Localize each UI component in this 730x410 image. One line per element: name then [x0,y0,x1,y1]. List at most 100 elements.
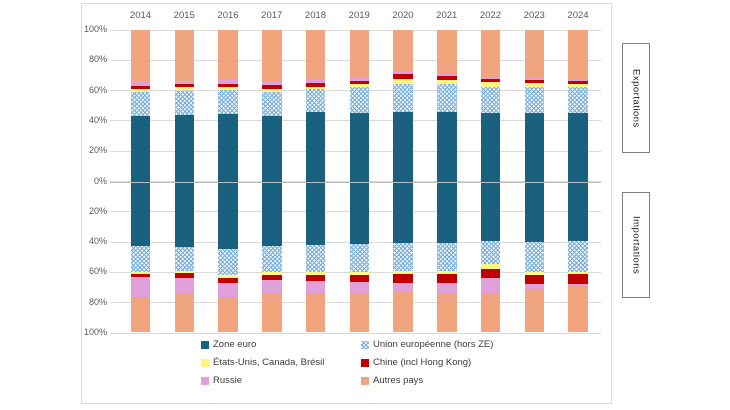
import-bar-segment-autres_pays [393,291,413,333]
import-bar-segment-ue_hors_ze [568,240,588,272]
import-bar-segment-zone_euro [262,182,282,246]
export-bar-segment-chine [393,74,413,80]
import-bar-segment-chine [437,273,457,283]
import-bar-segment-russie [524,283,544,289]
export-bar-segment-ue_hors_ze [568,87,588,114]
export-bar-segment-ue_hors_ze [130,92,151,116]
export-bar-segment-chine [480,79,501,83]
import-bar-segment-ue_hors_ze [393,242,413,271]
export-bar-segment-ue_hors_ze [349,86,369,113]
export-bar-segment-chine [174,84,194,88]
legend-label-zone_euro: Zone euro [213,339,257,350]
import-bar-segment-usa_canada_bresil [393,270,413,274]
import-bar-segment-autres_pays [349,292,369,333]
export-bar-segment-chine [524,79,544,83]
import-bar-segment-zone_euro [393,182,413,243]
import-bar-segment-usa_canada_bresil [130,271,151,274]
import-bar-segment-zone_euro [437,182,457,243]
import-bar-segment-russie [437,282,457,293]
export-bar-segment-autres_pays [218,29,238,80]
y-axis-tick-label: 80% [88,54,107,65]
x-axis-year-label: 2019 [348,10,370,21]
legend-swatch-autres_pays-icon [361,376,369,385]
import-bar-segment-chine [393,273,413,283]
legend-item-autres_pays: Autres pays [361,375,571,386]
legend-item-usa_canada_bresil: États-Unis, Canada, Brésil [201,357,361,368]
export-bar-segment-russie [568,79,588,81]
import-bar-segment-russie [480,278,501,293]
import-bar-segment-zone_euro [174,182,194,247]
chart-legend: Zone euro Union européenne (hors ZE) États… [201,339,571,386]
export-bar-segment-usa_canada_bresil [568,83,588,88]
import-bar-segment-chine [218,277,238,283]
legend-item-zone_euro: Zone euro [201,339,361,350]
export-bar-segment-zone_euro [437,111,457,182]
export-bar-segment-ue_hors_ze [218,89,238,115]
export-bar-segment-zone_euro [568,113,588,182]
export-bar-segment-russie [174,80,194,85]
export-bar-segment-ue_hors_ze [393,83,413,112]
y-axis-tick-label: 20% [88,205,107,216]
import-bar-segment-usa_canada_bresil [524,272,544,276]
import-bar-segment-zone_euro [568,182,588,241]
import-bar-segment-ue_hors_ze [305,245,326,273]
export-bar-segment-russie [480,77,501,80]
export-bar-segment-zone_euro [174,114,194,182]
export-bar-segment-autres_pays [393,29,413,73]
import-bar-segment-autres_pays [262,292,282,333]
export-bar-segment-russie [262,80,282,86]
legend-swatch-russie-icon [201,376,209,385]
import-bar-segment-zone_euro [480,182,501,241]
import-bar-segment-ue_hors_ze [437,242,457,271]
import-bar-segment-usa_canada_bresil [568,271,588,274]
legend-label-russie: Russie [213,375,243,386]
import-bar-segment-russie [174,277,194,295]
y-axis-tick-label: 40% [88,114,107,125]
export-bar-segment-zone_euro [262,116,282,182]
legend-swatch-usa_canada_bresil-icon [201,358,209,367]
import-bar-segment-ue_hors_ze [174,246,194,271]
y-axis-tick-label: 100% [83,327,107,337]
export-bar-segment-ue_hors_ze [437,84,457,112]
export-bar-segment-autres_pays [130,29,151,81]
export-bar-segment-zone_euro [480,112,501,182]
export-bar-segment-zone_euro [305,111,326,182]
import-bar-segment-russie [393,282,413,292]
import-bar-segment-autres_pays [305,292,326,333]
import-bar-segment-russie [349,282,369,293]
x-axis-year-label: 2024 [567,10,589,21]
export-bar-segment-zone_euro [130,115,151,182]
import-bar-segment-chine [305,274,326,281]
export-bar-segment-russie [349,78,369,81]
exportations-label: Exportations [630,68,642,128]
x-axis-year-label: 2016 [217,10,239,21]
import-bar-segment-autres_pays [524,288,544,333]
export-bar-segment-chine [568,80,588,84]
x-axis-year-label: 2023 [523,10,545,21]
export-bar-segment-chine [130,85,151,89]
import-bar-segment-chine [349,275,369,283]
zero-axis-line [110,182,601,183]
import-bar-segment-zone_euro [524,182,544,243]
export-bar-segment-ue_hors_ze [305,88,326,112]
export-bar-segment-russie [130,80,151,86]
import-bar-segment-chine [130,273,151,277]
import-bar-segment-usa_canada_bresil [305,272,326,275]
exportations-label-box: Exportations [622,43,650,153]
y-axis-tick-label: 60% [88,266,107,277]
import-bar-segment-chine [524,275,544,284]
export-bar-segment-ue_hors_ze [174,90,194,115]
y-axis-tick-label: 60% [88,84,107,95]
export-bar-segment-usa_canada_bresil [130,88,151,93]
x-axis-year-label: 2018 [304,10,327,21]
import-bar-segment-autres_pays [174,294,194,333]
legend-label-chine: Chine (incl Hong Kong) [373,357,472,368]
import-bar-segment-usa_canada_bresil [174,270,194,274]
import-bar-segment-autres_pays [437,292,457,333]
export-bar-segment-chine [437,76,457,80]
export-bar-segment-ue_hors_ze [262,92,282,117]
import-bar-segment-russie [568,283,588,286]
import-bar-segment-usa_canada_bresil [437,270,457,274]
import-bar-segment-chine [568,273,588,284]
export-bar-segment-usa_canada_bresil [349,83,369,87]
